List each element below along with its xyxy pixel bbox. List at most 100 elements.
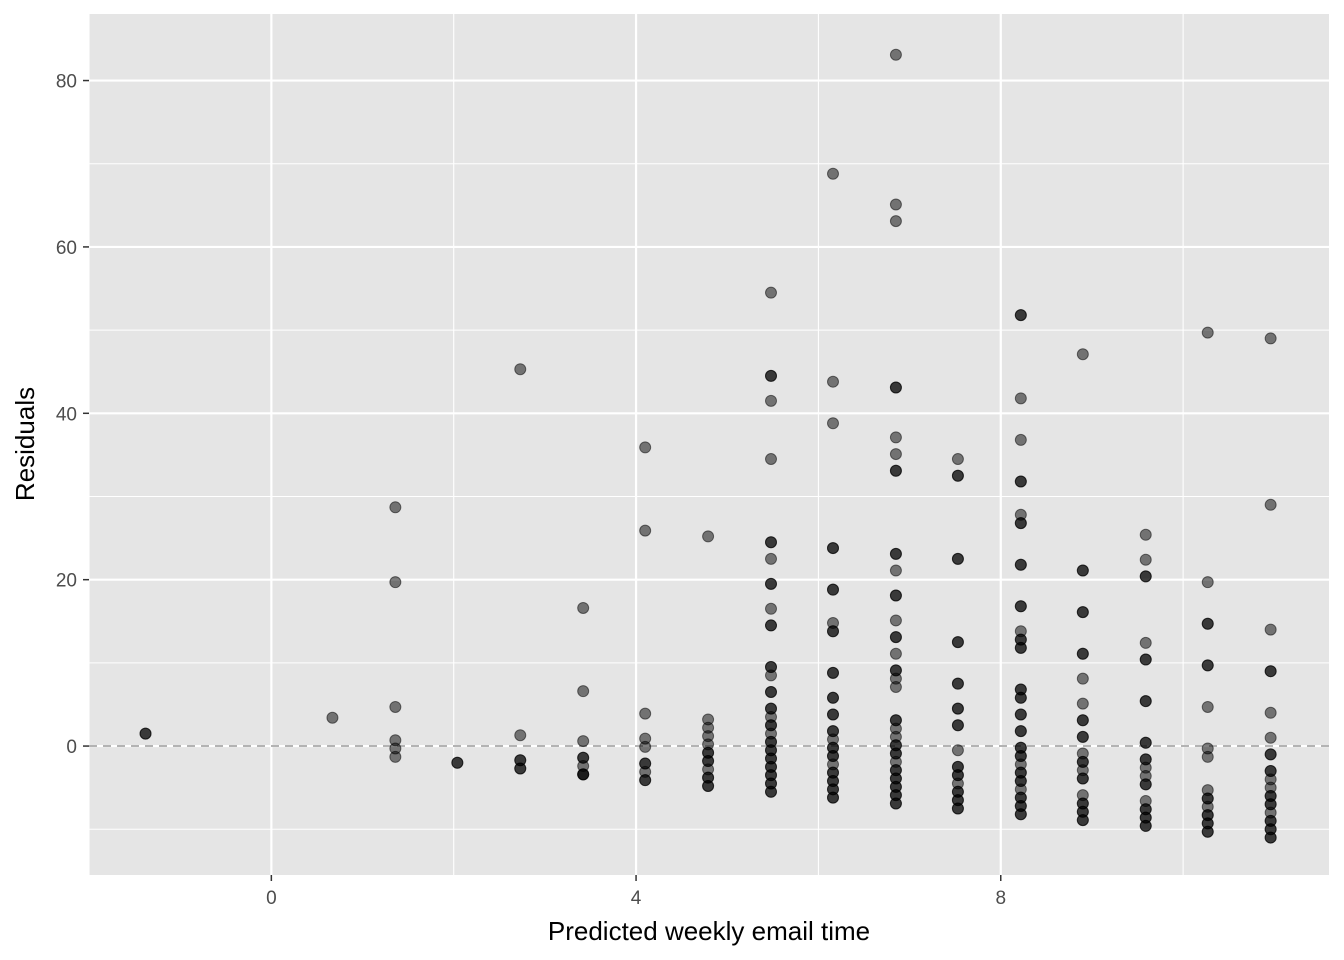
data-point [1201, 700, 1214, 713]
data-point [827, 666, 839, 679]
data-point [827, 791, 839, 804]
data-point [1014, 392, 1027, 405]
data-point [1139, 570, 1152, 583]
data-point [1139, 695, 1152, 708]
data-point [1139, 553, 1152, 566]
data-point [326, 711, 339, 724]
data-point [1264, 623, 1277, 636]
data-point [765, 577, 777, 590]
y-tick-label: 60 [56, 238, 77, 259]
data-point [889, 547, 902, 560]
data-point [765, 669, 777, 682]
data-point [1201, 326, 1214, 339]
data-point [889, 589, 902, 602]
data-point [827, 167, 839, 180]
data-point [889, 431, 902, 444]
data-point [889, 797, 902, 810]
y-tick-label: 20 [56, 571, 77, 592]
data-point [889, 564, 902, 577]
data-point [1076, 730, 1089, 743]
data-point [765, 685, 777, 698]
data-point [951, 453, 964, 466]
data-point [765, 619, 777, 632]
data-point [827, 542, 839, 555]
data-point [1264, 332, 1277, 345]
data-point [951, 702, 964, 715]
y-tick-label: 80 [56, 72, 77, 93]
data-point [1076, 697, 1089, 710]
data-point [1201, 659, 1214, 672]
data-point [889, 198, 902, 211]
data-point [1076, 606, 1089, 619]
data-point [1201, 617, 1214, 630]
data-point [889, 647, 902, 660]
data-point [1014, 433, 1027, 446]
data-point [765, 552, 777, 565]
data-point [765, 286, 777, 299]
y-tick-label: 0 [66, 737, 77, 758]
data-point [577, 685, 590, 698]
data-point [1076, 814, 1089, 827]
data-point [765, 394, 777, 407]
data-point [1076, 348, 1089, 361]
data-point [889, 631, 902, 644]
data-point [1139, 636, 1152, 649]
data-point [765, 602, 777, 615]
data-point [639, 707, 652, 720]
data-point [639, 740, 652, 753]
data-point [1139, 736, 1152, 749]
y-axis-ticks: 0 20 40 60 80 [56, 72, 89, 758]
data-point [827, 691, 839, 704]
data-point [1264, 748, 1277, 761]
data-point [889, 614, 902, 627]
data-point [1201, 576, 1214, 589]
data-point [827, 583, 839, 596]
data-point [889, 215, 902, 228]
data-point [1264, 665, 1277, 678]
data-point [139, 727, 152, 740]
data-point [1264, 498, 1277, 511]
data-point [514, 762, 527, 775]
data-point [1264, 731, 1277, 744]
data-point [951, 636, 964, 649]
data-point [1076, 772, 1089, 785]
data-point [1014, 309, 1027, 322]
data-point [827, 708, 839, 721]
data-point [1201, 750, 1214, 763]
data-point [889, 448, 902, 461]
x-tick-label: 8 [995, 888, 1006, 909]
data-points [139, 48, 1277, 844]
data-point [389, 576, 402, 589]
data-point [1139, 528, 1152, 541]
data-point [639, 774, 652, 787]
x-tick-label: 4 [631, 888, 642, 909]
data-point [1014, 558, 1027, 571]
data-point [1139, 819, 1152, 832]
data-point [1014, 691, 1027, 704]
data-point [1014, 708, 1027, 721]
data-point [951, 719, 964, 732]
minor-gridlines [88, 14, 1329, 875]
data-point [639, 524, 652, 537]
data-point [1264, 706, 1277, 719]
data-point [765, 536, 777, 549]
major-gridlines [89, 14, 1329, 875]
data-point [702, 779, 715, 792]
y-axis-title: Residuals [10, 387, 40, 501]
data-point [827, 625, 839, 638]
data-point [889, 680, 902, 693]
data-point [1014, 725, 1027, 738]
data-point [1139, 778, 1152, 791]
data-point [1076, 647, 1089, 660]
data-point [514, 363, 527, 376]
data-point [451, 756, 464, 769]
data-point [889, 464, 902, 477]
data-point [827, 375, 839, 388]
data-point [1076, 714, 1089, 727]
data-point [1076, 672, 1089, 685]
data-point [1014, 641, 1027, 654]
x-tick-label: 0 [266, 888, 277, 909]
data-point [702, 530, 715, 543]
data-point [765, 369, 777, 382]
